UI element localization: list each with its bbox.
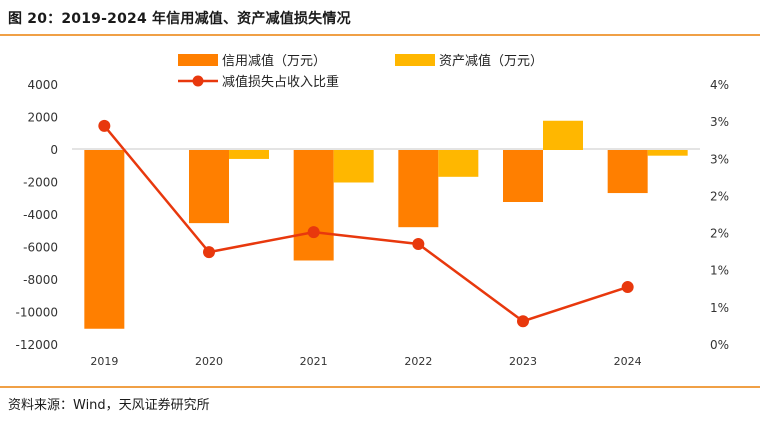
y-right-tick-label: 1% xyxy=(710,301,729,315)
y-right-tick-label: 3% xyxy=(710,115,729,129)
x-tick-label: 2019 xyxy=(90,355,118,368)
credit-impairment-bar xyxy=(189,150,229,224)
legend-swatch-ratio-marker xyxy=(192,75,204,87)
x-tick-label: 2020 xyxy=(195,355,223,368)
right-axis: 4% 3% 3% 2% 2% 1% 1% 0% xyxy=(710,78,729,352)
legend-label-credit: 信用减值（万元） xyxy=(222,53,326,69)
legend-label-ratio: 减值损失占收入比重 xyxy=(222,74,339,90)
bars xyxy=(84,120,688,329)
ratio-point xyxy=(517,315,529,328)
asset-impairment-bar xyxy=(438,150,479,177)
x-tick-label: 2023 xyxy=(509,355,537,368)
x-tick-label: 2024 xyxy=(614,355,642,368)
ratio-line xyxy=(98,119,634,328)
y-left-tick-label: 0 xyxy=(50,143,58,157)
figure-title: 图 20：2019-2024 年信用减值、资产减值损失情况 xyxy=(8,11,351,27)
legend: 信用减值（万元） 资产减值（万元） 减值损失占收入比重 xyxy=(178,53,543,90)
ratio-point xyxy=(621,281,634,294)
source-divider xyxy=(0,386,760,388)
ratio-line-path xyxy=(103,125,629,323)
y-right-tick-label: 0% xyxy=(710,338,729,352)
credit-impairment-bar xyxy=(293,150,334,261)
x-axis: 2019 2020 2021 2022 2023 2024 xyxy=(90,355,641,368)
legend-swatch-asset xyxy=(395,54,435,66)
y-left-tick-label: -4000 xyxy=(23,208,58,222)
y-left-tick-label: -10000 xyxy=(15,306,58,320)
chart: 信用减值（万元） 资产减值（万元） 减值损失占收入比重 4000 2000 0 -20… xyxy=(15,53,729,368)
y-left-tick-label: -6000 xyxy=(23,241,58,255)
asset-impairment-bar xyxy=(647,150,688,156)
asset-impairment-bar xyxy=(333,150,374,183)
y-left-tick-label: 2000 xyxy=(27,111,58,125)
y-right-tick-label: 3% xyxy=(710,152,729,166)
left-axis: 4000 2000 0 -2000 -4000 -6000 -8000 -10000 -1200… xyxy=(15,78,58,352)
ratio-point xyxy=(98,119,111,132)
asset-impairment-bar xyxy=(543,120,583,150)
y-right-tick-label: 4% xyxy=(710,78,729,92)
credit-impairment-bar xyxy=(398,150,439,228)
y-left-tick-label: 4000 xyxy=(27,78,58,92)
x-tick-label: 2021 xyxy=(300,355,328,368)
title-divider xyxy=(0,34,760,36)
y-left-tick-label: -12000 xyxy=(15,338,58,352)
ratio-point xyxy=(203,246,215,259)
y-right-tick-label: 2% xyxy=(710,227,729,241)
credit-impairment-bar xyxy=(607,150,648,194)
y-right-tick-label: 1% xyxy=(710,264,729,278)
y-left-tick-label: -2000 xyxy=(23,176,58,190)
x-tick-label: 2022 xyxy=(404,355,432,368)
y-right-tick-label: 2% xyxy=(710,189,729,203)
source-note: 资料来源：Wind，天风证券研究所 xyxy=(8,398,210,413)
legend-label-asset: 资产减值（万元） xyxy=(439,53,543,69)
legend-swatch-credit xyxy=(178,54,218,66)
y-left-tick-label: -8000 xyxy=(23,273,58,287)
credit-impairment-bar xyxy=(84,150,125,329)
asset-impairment-bar xyxy=(229,150,269,159)
ratio-point xyxy=(307,226,320,239)
credit-impairment-bar xyxy=(503,150,543,202)
ratio-point xyxy=(412,237,425,250)
